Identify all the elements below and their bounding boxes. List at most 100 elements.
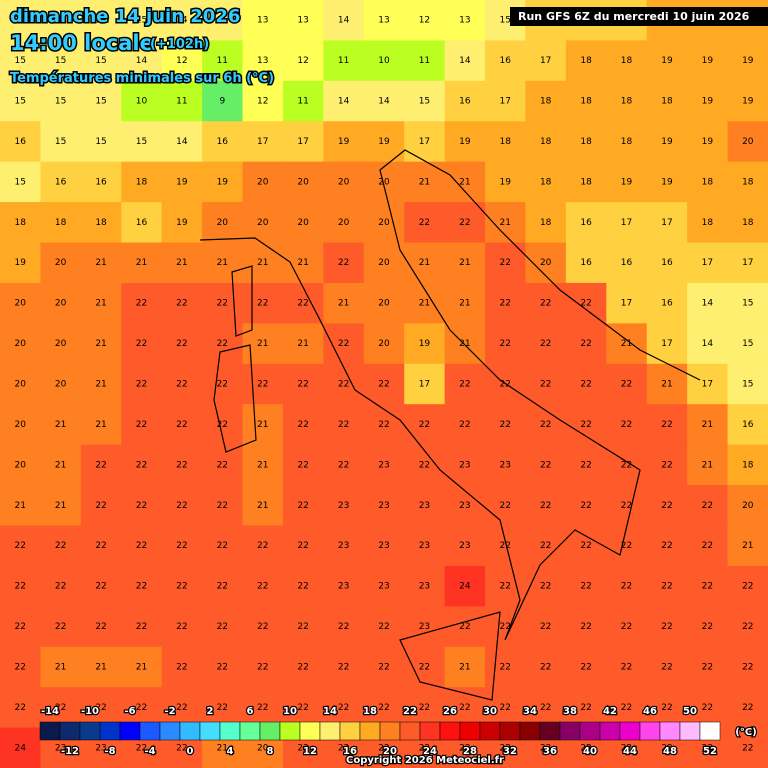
legend-label: 8 [267, 746, 274, 757]
legend-label: 18 [363, 706, 377, 717]
temperature-cell [404, 606, 446, 648]
temperature-value: 18 [540, 97, 552, 107]
temperature-cell [40, 282, 82, 324]
temperature-cell [282, 485, 324, 526]
temperature-value: 18 [621, 137, 633, 147]
temperature-value: 12 [176, 56, 187, 66]
temperature-cell [40, 363, 82, 405]
temperature-cell [485, 525, 526, 567]
temperature-value: 21 [257, 501, 268, 511]
temperature-cell [727, 121, 768, 163]
temperature-cell [80, 687, 122, 729]
legend-label: 32 [503, 746, 517, 757]
legend-swatch [339, 721, 361, 741]
temperature-cell [80, 40, 122, 82]
temperature-value: 22 [95, 460, 106, 470]
temperature-cell [565, 565, 607, 607]
temperature-value: 21 [338, 299, 349, 309]
temperature-cell [687, 444, 729, 486]
temperature-cell [363, 525, 405, 567]
temperature-cell [444, 606, 486, 648]
temperature-value: 22 [297, 420, 308, 430]
temperature-cell [121, 606, 163, 648]
temperature-value: 20 [257, 218, 269, 228]
temperature-value: 21 [95, 662, 106, 672]
temperature-cell [687, 687, 729, 729]
temperature-cell [363, 565, 405, 607]
temperature-cell [282, 323, 324, 365]
temperature-value: 22 [702, 743, 713, 753]
temperature-value: 22 [661, 622, 672, 632]
temperature-cell [282, 565, 324, 607]
temperature-value: 20 [55, 380, 67, 390]
temperature-cell [687, 161, 729, 203]
temperature-value: 22 [55, 703, 66, 713]
temperature-cell [606, 363, 648, 405]
temperature-cell [565, 80, 607, 122]
temperature-value: 22 [14, 541, 25, 551]
temperature-value: 15 [95, 97, 106, 107]
temperature-value: 22 [459, 622, 470, 632]
legend-label: 46 [643, 706, 657, 717]
temperature-value: 19 [14, 258, 26, 268]
temperature-value: 22 [257, 299, 268, 309]
temperature-cell [282, 161, 324, 203]
temperature-cell [444, 242, 486, 284]
temperature-cell [606, 202, 648, 244]
legend-swatch [679, 721, 701, 741]
temperature-value: 17 [500, 97, 511, 107]
temperature-cell [323, 444, 365, 486]
temperature-value: 19 [702, 97, 714, 107]
temperature-value: 17 [257, 137, 268, 147]
temperature-value: 14 [378, 97, 390, 107]
temperature-cell [242, 485, 284, 526]
temperature-value: 22 [257, 622, 268, 632]
temperature-cell [161, 485, 203, 526]
legend-swatch [39, 721, 61, 741]
temperature-cell [727, 242, 768, 284]
temperature-value: 22 [621, 703, 632, 713]
legend-swatch [699, 721, 721, 741]
temperature-cell [606, 161, 648, 203]
temperature-cell [80, 404, 122, 446]
temperature-value: 22 [55, 582, 66, 592]
temperature-value: 22 [500, 582, 511, 592]
temperature-cell [121, 323, 163, 365]
legend-label: 30 [483, 706, 497, 717]
temperature-value: 22 [500, 541, 511, 551]
temperature-cell [121, 202, 163, 244]
legend-label: 50 [683, 706, 697, 717]
temperature-cell [282, 242, 324, 284]
sardinia-coast [213, 344, 257, 453]
temperature-value: 15 [742, 299, 753, 309]
temperature-cell [40, 202, 82, 244]
temperature-value: 18 [621, 56, 633, 66]
temperature-value: 16 [136, 218, 148, 228]
temperature-cell [687, 404, 729, 446]
temperature-value: 21 [95, 420, 106, 430]
legend-label: 20 [383, 746, 397, 757]
temperature-value: 14 [176, 16, 188, 26]
temperature-value: 22 [176, 339, 187, 349]
temperature-value: 14 [459, 56, 471, 66]
temperature-value: 20 [55, 299, 67, 309]
temperature-value: 21 [257, 339, 268, 349]
temperature-cell [0, 0, 41, 41]
temperature-cell [282, 40, 324, 82]
temperature-value: 22 [217, 299, 228, 309]
temperature-value: 22 [702, 622, 713, 632]
temperature-value: 11 [297, 97, 308, 107]
temperature-cell [606, 444, 648, 486]
temperature-cell [444, 363, 486, 405]
temperature-cell [727, 80, 768, 122]
temperature-cell [121, 121, 163, 163]
temperature-value: 22 [621, 743, 632, 753]
temperature-value: 21 [297, 258, 308, 268]
temperature-cell [202, 40, 244, 82]
temperature-value: 22 [702, 662, 713, 672]
temperature-value: 22 [297, 460, 308, 470]
temperature-value: 21 [95, 380, 106, 390]
temperature-value: 22 [580, 582, 591, 592]
temperature-cell [80, 282, 122, 324]
temperature-value: 21 [55, 662, 66, 672]
